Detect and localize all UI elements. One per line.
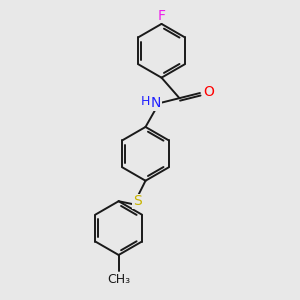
Text: F: F bbox=[158, 9, 166, 22]
Text: H: H bbox=[141, 95, 150, 108]
Text: S: S bbox=[133, 194, 142, 208]
Text: N: N bbox=[151, 96, 161, 110]
Text: O: O bbox=[203, 85, 214, 99]
Text: CH₃: CH₃ bbox=[107, 273, 130, 286]
